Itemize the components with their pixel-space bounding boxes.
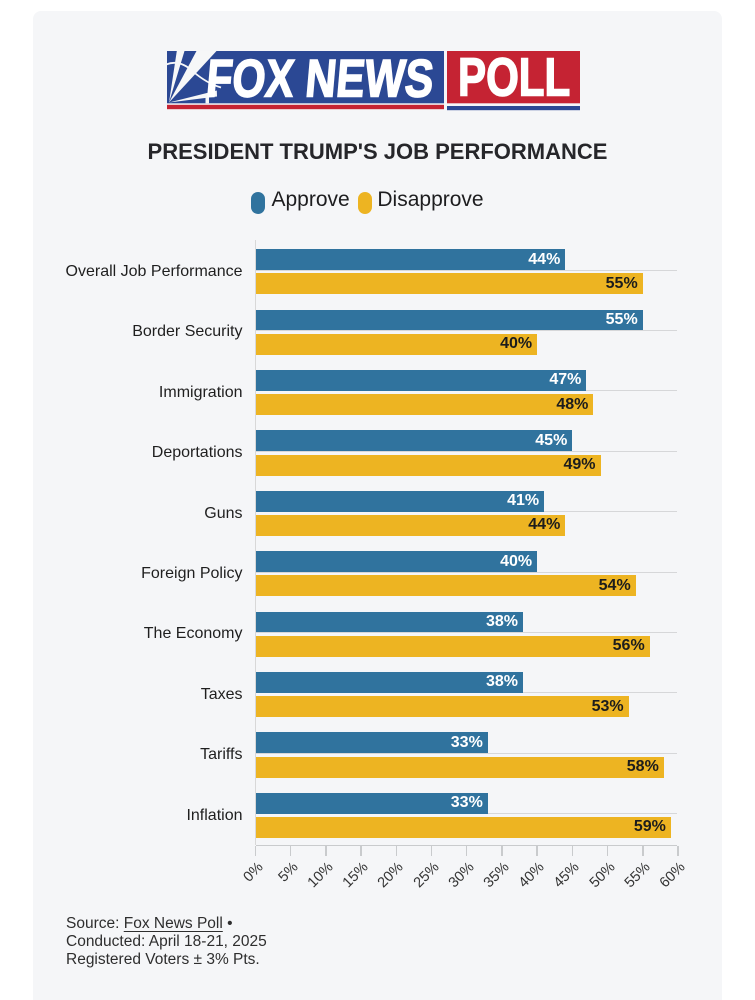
svg-text:POLL: POLL (458, 49, 570, 108)
svg-text:FOX NEWS: FOX NEWS (204, 49, 436, 108)
